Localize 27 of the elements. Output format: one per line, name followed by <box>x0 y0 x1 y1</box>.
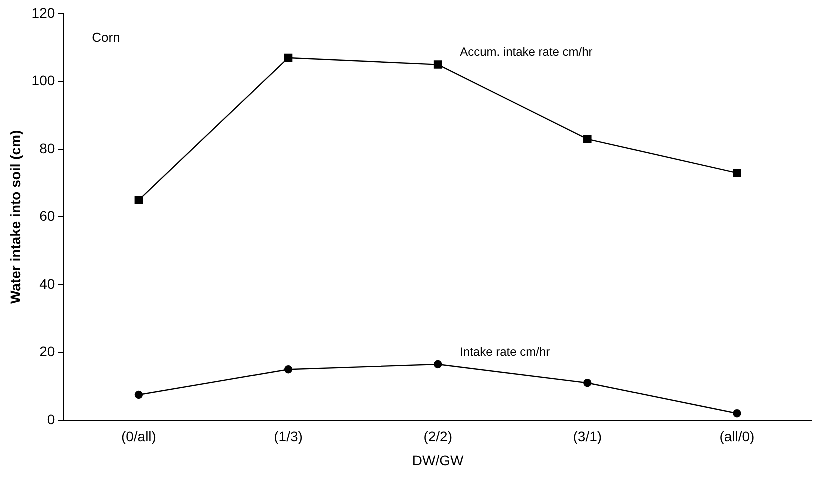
x-tick-label: (3/1) <box>573 428 602 445</box>
point <box>284 54 293 62</box>
x-tick-label: (all/0) <box>720 428 755 445</box>
x-tick-label: (0/all) <box>121 428 156 445</box>
annotation: Corn <box>92 30 120 46</box>
y-tick-label: 0 <box>47 411 56 428</box>
point <box>733 169 742 178</box>
point <box>434 60 442 69</box>
y-tick-label: 40 <box>40 276 56 292</box>
y-tick-label: 120 <box>32 4 56 21</box>
y-axis-title: Water intake into soil (cm) <box>7 130 24 304</box>
series-label: Intake rate cm/hr <box>460 344 550 359</box>
y-tick-label: 80 <box>40 140 56 156</box>
x-axis-title: DW/GW <box>412 452 465 468</box>
point <box>434 360 442 369</box>
point <box>284 366 293 374</box>
point <box>584 135 592 144</box>
point <box>134 196 144 204</box>
point <box>733 410 742 418</box>
x-tick-label: (1/3) <box>274 428 303 445</box>
y-tick-label: 60 <box>40 208 56 224</box>
point <box>584 379 592 388</box>
y-tick-label: 100 <box>32 72 56 89</box>
series-label: Accum. intake rate cm/hr <box>460 45 593 60</box>
y-tick-label: 20 <box>40 344 56 360</box>
point <box>134 390 144 400</box>
x-tick-label: (2/2) <box>424 428 452 445</box>
